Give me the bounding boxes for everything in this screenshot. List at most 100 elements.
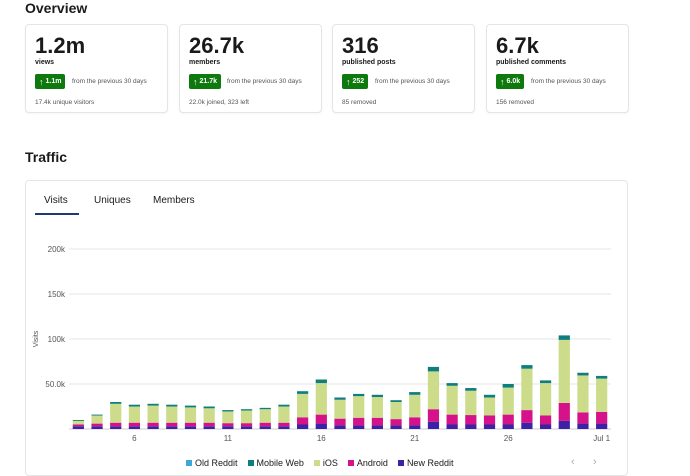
posts-change-badge: ↑ 252 [342, 74, 369, 89]
arrow-up-icon: ↑ [500, 76, 505, 87]
bar-segment-mobile-web [110, 402, 122, 404]
bar-segment-android [166, 422, 178, 427]
bar-segment-ios [110, 403, 122, 423]
bar-segment-ios [539, 383, 552, 416]
bar-segment-mobile-web [259, 407, 271, 410]
legend-label-android: Android [356, 458, 388, 468]
bar-segment-new-reddit [166, 426, 178, 429]
bar-segment-mobile-web [558, 335, 570, 340]
y-tick-label: 100k [48, 335, 66, 344]
chevron-right-icon[interactable]: › [593, 456, 597, 468]
legend-label-old-reddit: Old Reddit [195, 458, 238, 468]
bar-segment-mobile-web [521, 365, 533, 369]
bar-segment-mobile-web [315, 379, 327, 384]
posts-compare-text: from the previous 30 days [375, 78, 450, 85]
x-tick-label: 6 [132, 434, 137, 443]
x-tick-label: 16 [317, 434, 326, 443]
bar-segment-android [596, 411, 608, 424]
bar-segment-android [278, 422, 290, 427]
bar-segment-mobile-web [297, 391, 309, 394]
legend-item-ios[interactable]: iOS [313, 458, 338, 468]
bar-segment-new-reddit [390, 425, 402, 429]
members-compare-text: from the previous 30 days [227, 78, 302, 85]
views-value: 1.2m [35, 33, 86, 58]
bar-segment-new-reddit [596, 423, 608, 429]
traffic-card: Visits Uniques Members 50.0k 100k 150k 200k… [25, 180, 628, 476]
bar-segment-ios [334, 399, 346, 419]
bar-segment-android [203, 422, 215, 427]
bar-segment-ios [147, 405, 159, 423]
views-card: 1.2m views ↑ 1.1m from the previous 30 da… [25, 24, 168, 113]
bar-segment-android [465, 415, 477, 425]
bar-segment-mobile-web [539, 380, 552, 384]
traffic-title: Traffic [25, 149, 68, 165]
posts-change-value: 252 [352, 78, 365, 85]
bar-segment-mobile-web [446, 383, 458, 386]
bar-segment-ios [72, 420, 84, 425]
posts-card: 316 published posts ↑ 252 from the previo… [332, 24, 475, 113]
bar-segment-ios [166, 406, 178, 423]
comments-label: published comments [496, 59, 567, 66]
bar-segment-new-reddit [446, 424, 458, 429]
bar-segment-new-reddit [577, 423, 589, 429]
views-change-value: 1.1m [45, 78, 62, 85]
bar-segment-ios [390, 402, 402, 420]
posts-value: 316 [342, 33, 379, 58]
y-tick-label: 150k [48, 290, 66, 299]
comments-change-badge: ↑ 6.0k [496, 74, 525, 89]
legend-label-ios: iOS [322, 458, 338, 468]
bar-segment-mobile-web [72, 420, 84, 421]
y-tick-label: 200k [48, 245, 66, 254]
members-card: 26.7k members ↑ 21.7k from the previous 3… [179, 24, 322, 113]
y-tick-label: 50.0k [45, 380, 66, 389]
views-subtext: 17.4k unique visitors [35, 99, 95, 106]
bar-segment-android [577, 412, 589, 424]
views-label: views [35, 59, 55, 66]
legend-item-old-reddit[interactable]: Old Reddit [186, 458, 238, 468]
chevron-left-icon[interactable]: ‹ [571, 456, 575, 468]
bar-segment-mobile-web [596, 375, 608, 379]
bar-segment-android [259, 422, 271, 427]
legend-item-new-reddit[interactable]: New Reddit [397, 458, 453, 468]
bar-segment-new-reddit [278, 426, 290, 429]
bar-segment-ios [558, 339, 570, 403]
arrow-up-icon: ↑ [39, 76, 44, 87]
bar-segment-android [558, 402, 570, 421]
bar-segment-ios [502, 387, 514, 415]
bar-segment-new-reddit [259, 426, 271, 429]
bar-segment-ios [91, 415, 103, 424]
bar-segment-new-reddit [222, 426, 234, 429]
bar-segment-mobile-web [409, 392, 421, 395]
views-change-badge: ↑ 1.1m [35, 74, 66, 89]
legend-item-android[interactable]: Android [347, 458, 388, 468]
bar-segment-android [315, 414, 327, 424]
bar-segment-new-reddit [334, 425, 346, 429]
legend-swatch-new-reddit [397, 460, 404, 466]
tab-visits[interactable]: Visits [44, 195, 68, 206]
arrow-up-icon: ↑ [193, 76, 198, 87]
bar-segment-new-reddit [184, 426, 197, 429]
bar-segment-android [409, 417, 421, 426]
legend-swatch-mobile-web [247, 460, 254, 466]
legend-item-mobile-web[interactable]: Mobile Web [247, 458, 304, 468]
bar-segment-android [297, 417, 309, 425]
bar-segment-android [91, 423, 103, 427]
bar-segment-mobile-web [334, 397, 346, 400]
chart-legend: Old Reddit Mobile Web iOS Android New Re… [186, 458, 453, 468]
bar-segment-new-reddit [297, 424, 309, 429]
x-tick-label: Jul 1 [593, 434, 610, 443]
tab-uniques[interactable]: Uniques [94, 195, 131, 206]
bar-segment-ios [446, 385, 458, 415]
comments-card: 6.7k published comments ↑ 6.0k from the p… [486, 24, 629, 113]
members-value: 26.7k [189, 33, 245, 58]
bar-segment-android [334, 418, 346, 426]
bar-segment-new-reddit [521, 422, 533, 429]
y-axis-label: Visits [33, 330, 40, 347]
bar-segment-mobile-web [371, 394, 383, 398]
tab-members[interactable]: Members [153, 195, 195, 206]
bar-segment-mobile-web [128, 404, 141, 407]
bar-segment-new-reddit [110, 426, 122, 429]
bar-segment-android [390, 419, 402, 426]
posts-subtext: 85 removed [342, 99, 377, 106]
bar-segment-ios [409, 394, 421, 418]
